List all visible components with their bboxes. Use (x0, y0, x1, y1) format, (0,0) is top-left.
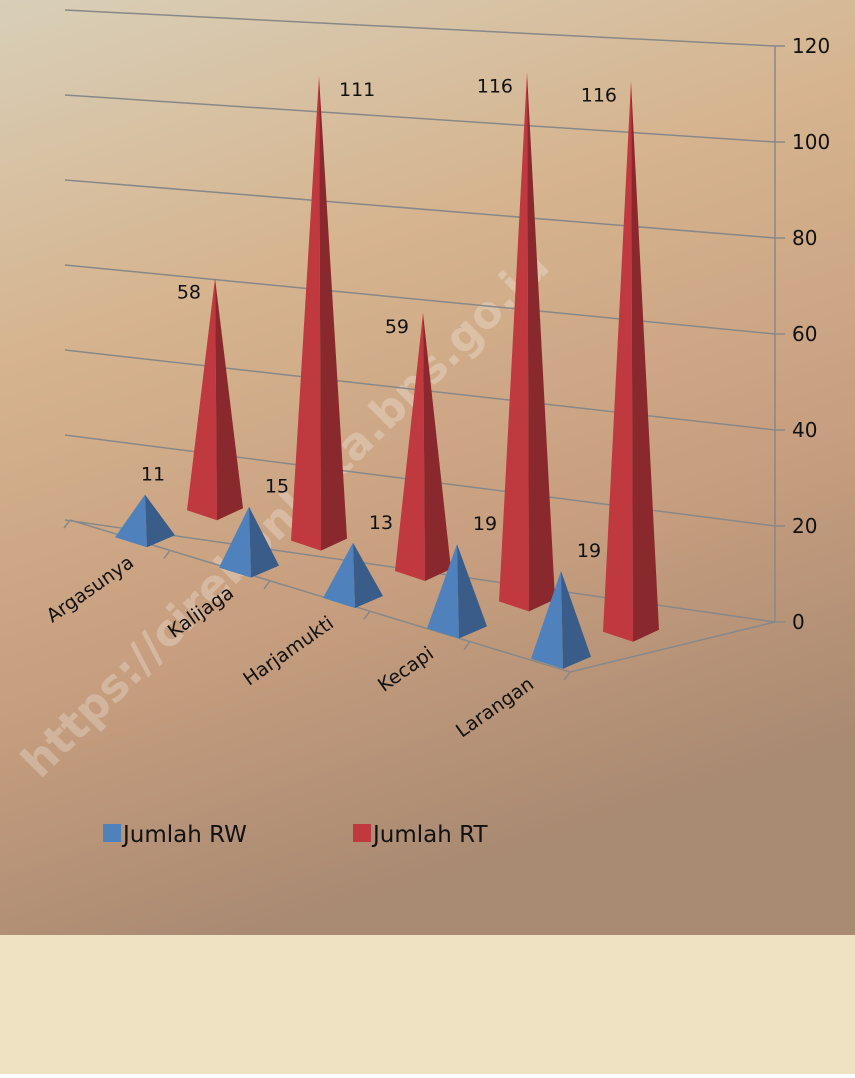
pyramid-right-face (353, 542, 383, 608)
y-tick-label: 40 (792, 418, 817, 442)
data-label: 19 (473, 513, 497, 535)
data-label: 116 (581, 84, 617, 106)
grid-line (64, 179, 776, 239)
grid-line (64, 264, 776, 335)
pyramid-left-face (531, 571, 563, 669)
pyramid-left-face (219, 506, 251, 578)
pyramid-right-face (215, 278, 243, 521)
pyramid-left-face (427, 544, 459, 639)
category-tick (463, 641, 471, 651)
category-tick (563, 671, 571, 681)
grid-line (64, 9, 776, 47)
pyramid-left-face (395, 313, 425, 581)
legend-label: Jumlah RT (371, 822, 488, 848)
data-label: 59 (385, 316, 409, 338)
data-label: 116 (477, 76, 513, 98)
y-tick-label: 60 (792, 322, 817, 346)
pyramid-left-face (499, 72, 529, 612)
pyramid-right-face (631, 81, 659, 642)
data-label: 111 (339, 79, 375, 101)
legend-swatch (353, 824, 371, 842)
pyramid-left-face (291, 76, 321, 551)
category-tick (63, 519, 71, 529)
pyramid-right-face (249, 506, 279, 578)
pyramid-left-face (323, 542, 355, 608)
grid-line (64, 94, 776, 143)
y-tick-label: 80 (792, 226, 817, 250)
pyramid-right-face (457, 544, 487, 639)
category-tick (363, 610, 371, 620)
legend: Jumlah RW Jumlah RT (103, 822, 488, 848)
data-label: 13 (369, 512, 393, 534)
legend-label: Jumlah RW (121, 822, 247, 848)
category-tick (263, 580, 271, 590)
pyramid-right-face (527, 72, 555, 612)
pyramid-left-face (115, 494, 147, 548)
data-label: 58 (177, 281, 201, 303)
pyramid-right-face (561, 571, 591, 669)
pyramid-right-face (319, 76, 347, 551)
y-tick-label: 0 (792, 610, 805, 634)
y-tick-label: 120 (792, 34, 830, 58)
pyramid-right-face (145, 494, 175, 548)
pyramid-right-face (423, 313, 451, 581)
category-tick (163, 549, 171, 559)
y-tick-label: 20 (792, 514, 817, 538)
pyramid-left-face (603, 81, 633, 642)
data-label: 11 (141, 464, 165, 486)
pyramid-left-face (187, 278, 217, 521)
y-tick-label: 100 (792, 130, 830, 154)
data-label: 19 (577, 540, 601, 562)
data-label: 15 (265, 476, 289, 498)
legend-swatch (103, 824, 121, 842)
